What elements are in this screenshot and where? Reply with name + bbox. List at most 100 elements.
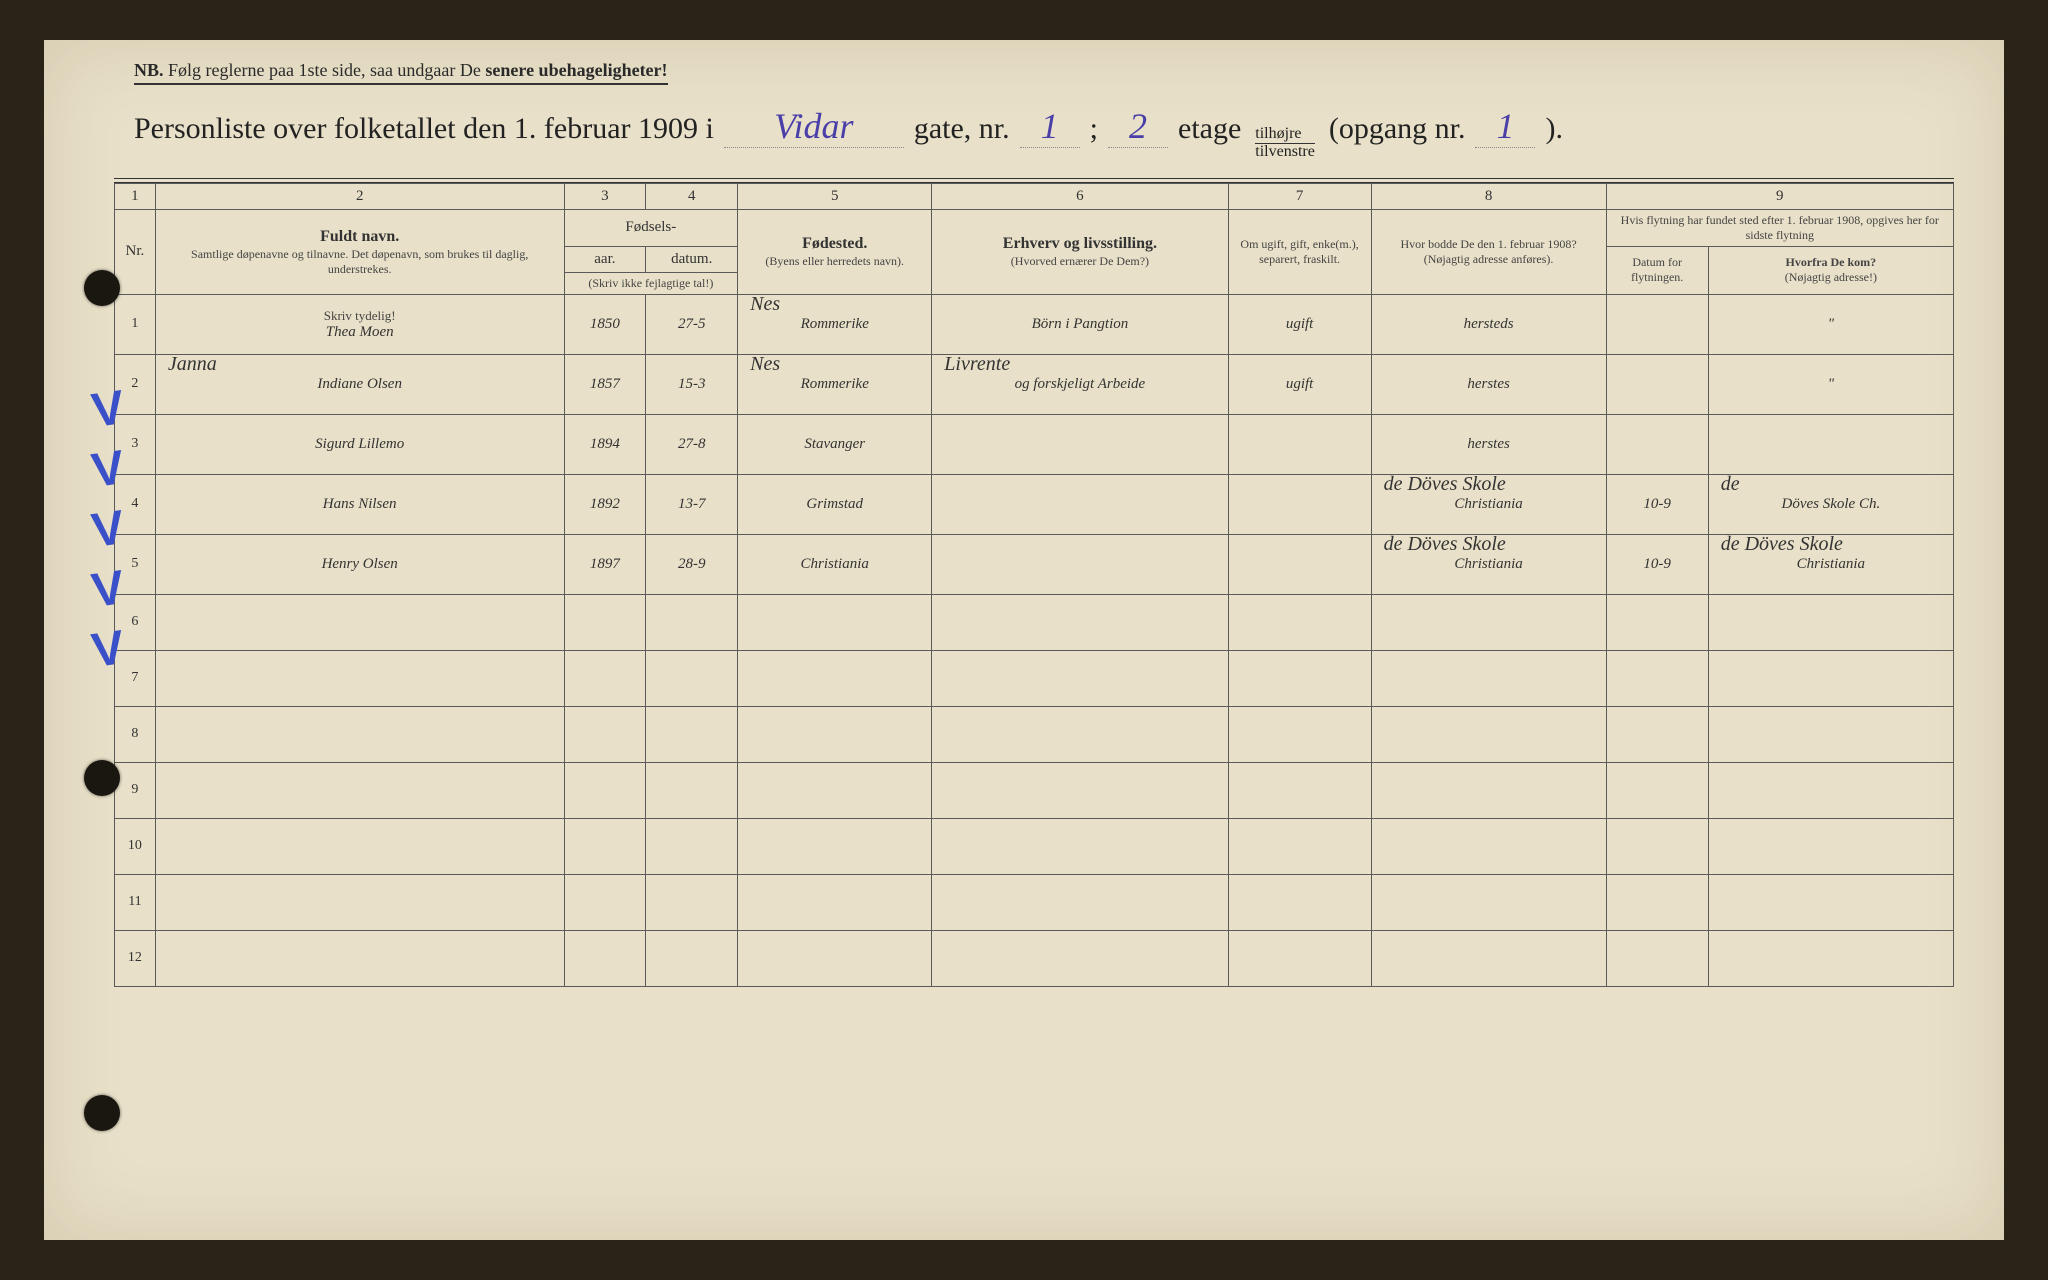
cell-text: 27-5 — [678, 316, 706, 332]
data-cell — [738, 818, 932, 874]
data-cell — [1228, 762, 1371, 818]
data-cell — [932, 818, 1228, 874]
cell-text: 4 — [131, 496, 138, 511]
title-prefix: Personliste over folketallet den 1. febr… — [134, 112, 714, 146]
header-bodde-sub: (Nøjagtig adresse anføres). — [1376, 252, 1602, 267]
etage-nr-hw: 2 — [1108, 105, 1168, 148]
data-cell: Henry Olsen — [155, 534, 564, 594]
header-hvorfra: Hvorfra De kom? (Nøjagtig adresse!) — [1708, 246, 1953, 294]
cell-text: Henry Olsen — [322, 556, 398, 572]
data-cell: de Döves SkoleChristiania — [1371, 534, 1606, 594]
data-cell — [1228, 874, 1371, 930]
data-cell: 28-9 — [646, 534, 738, 594]
data-cell — [932, 534, 1228, 594]
header-erhverv-main: Erhverv og livsstilling. — [936, 234, 1223, 254]
data-cell: Hans Nilsen — [155, 474, 564, 534]
data-cell — [1606, 762, 1708, 818]
data-cell — [564, 594, 646, 650]
cell-text: Rommerike — [801, 376, 869, 392]
data-cell: Livrenteog forskjeligt Arbeide — [932, 354, 1228, 414]
data-cell — [738, 650, 932, 706]
data-cell — [1708, 414, 1953, 474]
table-row: 2JannaIndiane Olsen185715-3NesRommerikeL… — [115, 354, 1954, 414]
colnum: 7 — [1228, 184, 1371, 210]
header-fodested-sub: (Byens eller herredets navn). — [742, 254, 927, 269]
cell-text: 6 — [131, 614, 138, 629]
data-cell — [646, 650, 738, 706]
header-fodsels: Fødsels- — [564, 209, 738, 246]
data-cell — [1606, 594, 1708, 650]
data-cell — [1606, 818, 1708, 874]
data-cell: Börn i Pangtion — [932, 294, 1228, 354]
data-cell: hersteds — [1371, 294, 1606, 354]
header-aar-sub-text: (Skriv ikke fejlagtige tal!) — [569, 276, 734, 291]
header-bodde: Hvor bodde De den 1. februar 1908? (Nøja… — [1371, 209, 1606, 294]
cell-text: hersteds — [1464, 316, 1514, 332]
header-hvorfra-sub: (Nøjagtig adresse!) — [1713, 270, 1949, 285]
data-cell — [1606, 414, 1708, 474]
colnum: 4 — [646, 184, 738, 210]
gate-label: gate, nr. — [914, 112, 1010, 146]
data-cell — [1371, 818, 1606, 874]
cell-text: Döves Skole Ch. — [1781, 496, 1880, 512]
interlinear-text: de — [1721, 473, 1740, 496]
data-cell — [738, 762, 932, 818]
header-name-sub: Samtlige døpenavne og tilnavne. Det døpe… — [160, 247, 560, 277]
data-cell: 10-9 — [1606, 534, 1708, 594]
semicolon: ; — [1090, 112, 1098, 146]
nb-text-a: Følg reglerne paa 1ste side, saa undgaar… — [168, 60, 481, 80]
data-cell — [1708, 650, 1953, 706]
data-cell — [1228, 594, 1371, 650]
data-cell — [932, 414, 1228, 474]
data-cell — [1228, 474, 1371, 534]
data-cell — [932, 650, 1228, 706]
data-cell: NesRommerike — [738, 354, 932, 414]
data-cell: de Döves SkoleChristiania — [1371, 474, 1606, 534]
data-cell: de Döves SkoleChristiania — [1708, 534, 1953, 594]
street-name-hw: Vidar — [724, 105, 904, 148]
table-row: 9 — [115, 762, 1954, 818]
frac-bot: tilvenstre — [1255, 144, 1315, 160]
data-cell: JannaIndiane Olsen — [155, 354, 564, 414]
data-cell: Skriv tydelig!Thea Moen — [155, 294, 564, 354]
cell-text: 1897 — [590, 556, 620, 572]
data-cell: 27-8 — [646, 414, 738, 474]
data-cell — [646, 930, 738, 986]
data-cell — [1371, 930, 1606, 986]
data-cell: 13-7 — [646, 474, 738, 534]
data-cell: herstes — [1371, 354, 1606, 414]
cell-text: 1850 — [590, 316, 620, 332]
cell-text: 5 — [131, 556, 138, 571]
data-cell — [1708, 706, 1953, 762]
nb-prefix: NB. — [134, 60, 164, 80]
table-body: 1 Skriv tydelig!Thea Moen 1850 27-5 NesRomme… — [115, 294, 1954, 986]
data-cell — [1606, 650, 1708, 706]
cell-text: 1 — [131, 316, 138, 331]
data-cell — [564, 874, 646, 930]
data-cell — [1371, 706, 1606, 762]
header-nr: Nr. — [115, 209, 156, 294]
header-flytning: Hvis flytning har fundet sted efter 1. f… — [1606, 209, 1953, 246]
header-name: Fuldt navn. Samtlige døpenavne og tilnav… — [155, 209, 564, 294]
data-cell — [1371, 762, 1606, 818]
cell-text: 27-8 — [678, 436, 706, 452]
data-cell — [155, 650, 564, 706]
data-cell — [932, 930, 1228, 986]
cell-text: 10-9 — [1643, 556, 1671, 572]
row-number-cell: 10 — [115, 818, 156, 874]
data-cell — [1708, 594, 1953, 650]
interlinear-text: Livrente — [944, 353, 1010, 376]
cell-text: 15-3 — [678, 376, 706, 392]
interlinear-text: de Döves Skole — [1384, 473, 1506, 496]
data-cell: ugift — [1228, 294, 1371, 354]
data-cell: 10-9 — [1606, 474, 1708, 534]
data-cell — [1708, 818, 1953, 874]
table-row: 3Sigurd Lillemo189427-8Stavangerherstes — [115, 414, 1954, 474]
cell-text: Hans Nilsen — [323, 496, 397, 512]
header-erhverv: Erhverv og livsstilling. (Hvorved ernære… — [932, 209, 1228, 294]
data-cell — [1606, 354, 1708, 414]
punch-hole — [84, 1095, 120, 1131]
data-cell — [932, 706, 1228, 762]
data-cell — [155, 874, 564, 930]
data-cell: 1897 — [564, 534, 646, 594]
